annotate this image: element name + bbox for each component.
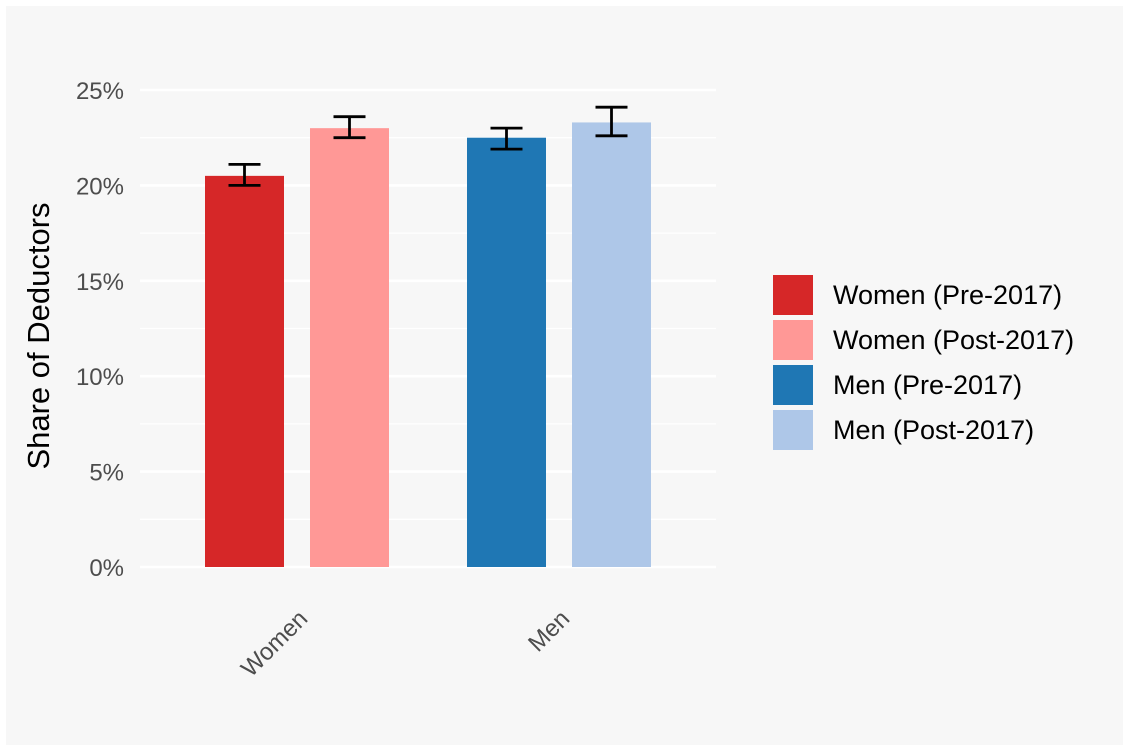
bar-men-pre-2017: [467, 137, 546, 567]
legend-label: Men (Pre-2017): [833, 370, 1022, 400]
legend-label: Men (Post-2017): [833, 415, 1034, 445]
error-bar: [228, 163, 261, 187]
legend-key: [773, 410, 813, 450]
y-tick-label: 0%: [89, 555, 124, 582]
legend-label: Women (Post-2017): [833, 325, 1074, 355]
bars: [205, 122, 651, 568]
y-tick-label: 20%: [76, 173, 124, 200]
y-tick-label: 15%: [76, 269, 124, 296]
y-axis-ticks: 0% 5% 10% 15% 20% 25%: [76, 78, 124, 582]
legend-key: [773, 320, 813, 360]
y-tick-label: 10%: [76, 364, 124, 391]
y-axis-title: Share of Deductors: [21, 202, 56, 469]
legend-key: [773, 365, 813, 405]
legend: Women (Pre-2017) Women (Post-2017) Men (Pr…: [773, 275, 1074, 450]
y-tick-label: 25%: [76, 78, 124, 105]
bar-women-post-2017: [310, 128, 389, 567]
error-bar: [333, 115, 366, 140]
bar-women-pre-2017: [205, 175, 284, 568]
error-bar: [595, 105, 628, 138]
bar-men-post-2017: [572, 122, 651, 567]
y-tick-label: 5%: [89, 460, 124, 487]
error-bars: [228, 105, 628, 187]
legend-key: [773, 275, 813, 315]
error-bar: [490, 126, 523, 151]
legend-label: Women (Pre-2017): [833, 280, 1062, 310]
